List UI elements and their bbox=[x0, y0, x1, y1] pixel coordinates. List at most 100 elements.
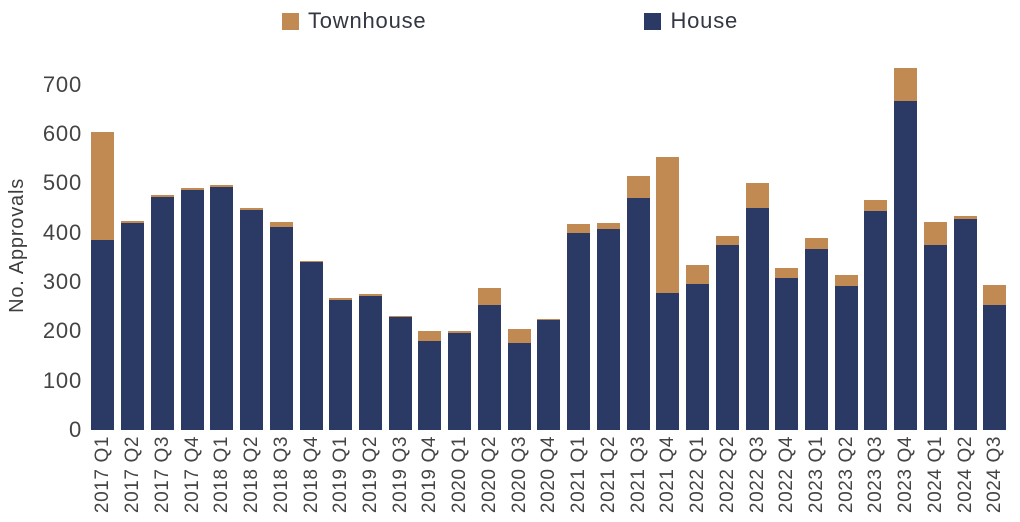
stacked-bar-2020-q2 bbox=[477, 287, 501, 430]
house-segment bbox=[448, 333, 472, 430]
x-label-slot: 2023 Q1 bbox=[802, 436, 832, 522]
house-segment bbox=[150, 197, 174, 430]
x-label-slot: 2017 Q2 bbox=[118, 436, 148, 522]
bar-slot bbox=[237, 60, 267, 430]
house-segment bbox=[567, 233, 591, 430]
stacked-bar-2020-q4 bbox=[537, 319, 561, 430]
x-label-slot: 2021 Q2 bbox=[593, 436, 623, 522]
townhouse-segment bbox=[656, 156, 680, 293]
stacked-bar-2018-q4 bbox=[299, 260, 323, 430]
stacked-bar-2017-q4 bbox=[180, 188, 204, 430]
x-label-slot: 2022 Q3 bbox=[742, 436, 772, 522]
x-axis-tick-label: 2023 Q3 bbox=[865, 436, 887, 514]
townhouse-segment bbox=[91, 131, 115, 241]
stacked-bar-2021-q2 bbox=[596, 222, 620, 430]
townhouse-segment bbox=[745, 182, 769, 208]
stacked-bar-2022-q1 bbox=[686, 264, 710, 430]
stacked-bar-2019-q3 bbox=[388, 315, 412, 430]
stacked-bar-2020-q1 bbox=[448, 331, 472, 430]
x-label-slot: 2023 Q2 bbox=[831, 436, 861, 522]
house-segment bbox=[507, 343, 531, 430]
x-label-slot: 2020 Q3 bbox=[504, 436, 534, 522]
x-axis-tick-label: 2022 Q4 bbox=[776, 436, 798, 514]
x-axis-tick-label: 2018 Q2 bbox=[241, 436, 263, 514]
townhouse-segment bbox=[537, 319, 561, 321]
house-segment bbox=[210, 187, 234, 430]
townhouse-segment bbox=[775, 267, 799, 278]
townhouse-segment bbox=[626, 175, 650, 199]
townhouse-segment bbox=[507, 328, 531, 344]
house-segment bbox=[477, 304, 501, 430]
townhouse-segment bbox=[448, 331, 472, 334]
x-axis-tick-label: 2017 Q4 bbox=[181, 436, 203, 514]
stacked-bar-2023-q4 bbox=[894, 68, 918, 430]
x-label-slot: 2022 Q2 bbox=[712, 436, 742, 522]
stacked-bar-2024-q2 bbox=[953, 215, 977, 430]
stacked-bar-2022-q3 bbox=[745, 182, 769, 430]
x-label-slot: 2024 Q1 bbox=[921, 436, 951, 522]
x-label-slot: 2023 Q3 bbox=[861, 436, 891, 522]
stacked-bar-2019-q2 bbox=[358, 294, 382, 430]
bar-slot bbox=[118, 60, 148, 430]
townhouse-segment bbox=[418, 331, 442, 342]
bar-slot bbox=[861, 60, 891, 430]
stacked-bar-2021-q4 bbox=[656, 156, 680, 430]
x-axis-tick-label: 2017 Q3 bbox=[151, 436, 173, 514]
stacked-bar-2018-q2 bbox=[240, 207, 264, 430]
bar-slot bbox=[207, 60, 237, 430]
stacked-bar-2022-q2 bbox=[715, 235, 739, 430]
x-axis-tick-label: 2019 Q1 bbox=[330, 436, 352, 514]
y-tick-label: 600 bbox=[42, 121, 82, 146]
bar-slot bbox=[356, 60, 386, 430]
stacked-bar-2024-q1 bbox=[923, 222, 947, 430]
house-segment bbox=[626, 198, 650, 430]
stacked-bar-2023-q1 bbox=[804, 238, 828, 430]
bar-slot bbox=[445, 60, 475, 430]
stacked-bar-2024-q3 bbox=[983, 284, 1007, 430]
x-label-slot: 2017 Q1 bbox=[88, 436, 118, 522]
x-label-slot: 2018 Q3 bbox=[266, 436, 296, 522]
townhouse-segment bbox=[894, 68, 918, 101]
house-segment bbox=[923, 244, 947, 430]
x-label-slot: 2021 Q4 bbox=[653, 436, 683, 522]
townhouse-segment bbox=[567, 223, 591, 234]
townhouse-segment bbox=[804, 238, 828, 250]
bar-slot bbox=[385, 60, 415, 430]
x-axis-tick-label: 2019 Q4 bbox=[419, 436, 441, 514]
bar-slot bbox=[623, 60, 653, 430]
townhouse-segment bbox=[240, 207, 264, 211]
x-label-slot: 2022 Q1 bbox=[683, 436, 713, 522]
legend-item-house: House bbox=[644, 10, 738, 32]
stacked-bar-2019-q4 bbox=[418, 331, 442, 430]
x-label-slot: 2018 Q1 bbox=[207, 436, 237, 522]
legend-label-house: House bbox=[670, 8, 739, 33]
house-segment bbox=[180, 190, 204, 430]
townhouse-segment bbox=[686, 264, 710, 285]
y-axis-tick-labels: 0 100 200 300 400 500 600 700 bbox=[30, 60, 82, 440]
x-label-slot: 2024 Q2 bbox=[950, 436, 980, 522]
townhouse-segment bbox=[121, 221, 145, 223]
x-label-slot: 2017 Q4 bbox=[177, 436, 207, 522]
house-segment bbox=[388, 317, 412, 430]
townhouse-swatch-icon bbox=[281, 12, 299, 30]
bar-slot bbox=[296, 60, 326, 430]
house-segment bbox=[269, 226, 293, 430]
stacked-bar-2023-q2 bbox=[834, 275, 858, 430]
stacked-bar-2017-q2 bbox=[121, 221, 145, 430]
x-axis-tick-label: 2019 Q3 bbox=[389, 436, 411, 514]
x-axis-labels: 2017 Q1 2017 Q2 2017 Q3 2017 Q4 2018 Q1 2018 … bbox=[88, 436, 1010, 522]
house-segment bbox=[894, 100, 918, 430]
bar-slot bbox=[326, 60, 356, 430]
legend-item-townhouse: Townhouse bbox=[281, 10, 427, 32]
x-axis-tick-label: 2023 Q1 bbox=[805, 436, 827, 514]
y-tick-label: 200 bbox=[42, 318, 82, 344]
townhouse-segment bbox=[596, 222, 620, 230]
bar-slot bbox=[980, 60, 1010, 430]
x-axis-tick-label: 2022 Q1 bbox=[687, 436, 709, 514]
x-label-slot: 2019 Q4 bbox=[415, 436, 445, 522]
house-swatch-icon bbox=[644, 12, 662, 30]
stacked-bar-2023-q3 bbox=[864, 200, 888, 430]
x-axis-tick-label: 2021 Q2 bbox=[597, 436, 619, 514]
townhouse-segment bbox=[388, 315, 412, 318]
townhouse-segment bbox=[834, 275, 858, 287]
